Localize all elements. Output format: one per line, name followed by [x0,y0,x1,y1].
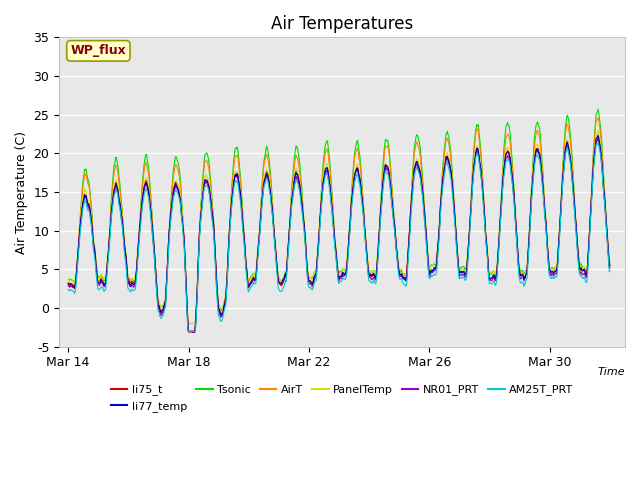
Line: li77_temp: li77_temp [68,135,610,332]
AM25T_PRT [502,158,510,164]
AirT [185,328,193,334]
li77_temp [193,308,200,313]
AirT [84,180,92,186]
li77_temp [502,151,510,156]
PanelTemp [372,271,380,276]
li75_t [193,308,200,313]
NR01_PRT [262,175,270,181]
NR01_PRT [65,283,72,288]
Text: Time: Time [597,367,625,377]
AM25T_PRT [65,287,72,292]
Line: NR01_PRT: NR01_PRT [68,139,610,333]
NR01_PRT [191,330,198,336]
Line: Tsonic: Tsonic [68,109,610,324]
li75_t [84,201,92,206]
AM25T_PRT [594,139,602,145]
Tsonic [502,123,510,129]
li75_t [606,263,614,269]
Tsonic [84,176,92,182]
Tsonic [193,305,200,311]
PanelTemp [291,170,299,176]
li75_t [291,174,299,180]
AM25T_PRT [193,313,200,319]
NR01_PRT [372,277,380,283]
PanelTemp [193,304,200,310]
Tsonic [184,321,192,326]
li77_temp [372,275,380,280]
PanelTemp [594,128,602,133]
AirT [193,307,200,313]
AM25T_PRT [291,181,299,187]
Tsonic [65,276,72,282]
li75_t [594,134,602,140]
PanelTemp [65,277,72,283]
Legend: li75_t, li77_temp, Tsonic, AirT, PanelTemp, NR01_PRT, AM25T_PRT: li75_t, li77_temp, Tsonic, AirT, PanelTe… [106,380,578,416]
PanelTemp [606,259,614,265]
NR01_PRT [193,310,200,315]
PanelTemp [262,168,270,174]
li77_temp [262,173,270,179]
Tsonic [594,107,602,112]
Line: AirT: AirT [68,118,610,331]
PanelTemp [84,198,92,204]
Tsonic [262,146,270,152]
AirT [606,263,614,269]
PanelTemp [184,321,192,326]
li75_t [65,281,72,287]
AirT [594,115,602,120]
NR01_PRT [502,155,510,161]
li77_temp [190,329,198,335]
NR01_PRT [594,136,602,142]
li77_temp [84,202,92,207]
li75_t [262,171,270,177]
Tsonic [291,151,299,157]
Line: PanelTemp: PanelTemp [68,131,610,324]
AirT [262,153,270,159]
li75_t [372,276,380,281]
AM25T_PRT [372,281,380,287]
NR01_PRT [84,204,92,210]
AirT [291,159,299,165]
PanelTemp [502,147,510,153]
li77_temp [606,262,614,268]
li77_temp [65,280,72,286]
AirT [502,135,510,141]
li75_t [185,329,193,335]
li77_temp [291,175,299,180]
AM25T_PRT [262,177,270,182]
AirT [372,273,380,279]
AM25T_PRT [606,268,614,274]
li75_t [502,151,510,157]
li77_temp [594,132,602,138]
AM25T_PRT [84,207,92,213]
Line: AM25T_PRT: AM25T_PRT [68,142,610,331]
NR01_PRT [291,177,299,183]
NR01_PRT [606,265,614,271]
Line: li75_t: li75_t [68,137,610,332]
Text: WP_flux: WP_flux [70,44,126,57]
Y-axis label: Air Temperature (C): Air Temperature (C) [15,131,28,253]
Tsonic [372,270,380,276]
AM25T_PRT [184,328,192,334]
Tsonic [606,259,614,265]
Title: Air Temperatures: Air Temperatures [271,15,413,33]
AirT [65,280,72,286]
